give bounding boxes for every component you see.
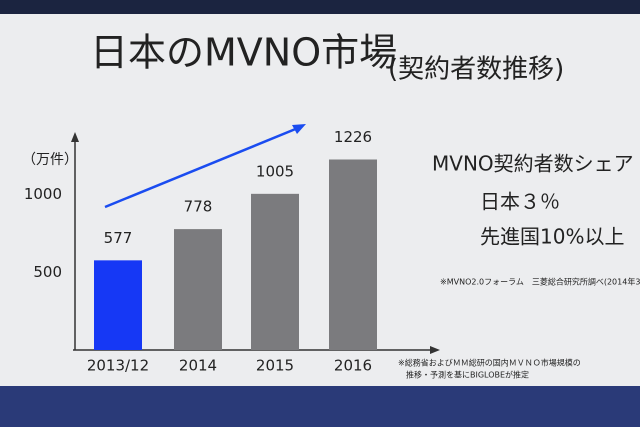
bar xyxy=(251,193,299,350)
value-label: 778 xyxy=(184,198,213,216)
value-label: 577 xyxy=(104,229,133,247)
footnote: ※総務省およびＭＭ総研の国内ＭＶＮＯ市場規模の xyxy=(398,358,581,368)
chart-subtitle: (契約者数推移) xyxy=(388,55,564,85)
x-tick-label: 2016 xyxy=(334,357,372,375)
x-tick-label: 2014 xyxy=(179,357,217,375)
y-tick-label: 500 xyxy=(33,263,62,281)
y-axis-arrow xyxy=(71,132,79,142)
chart-title: 日本のMVNO市場 xyxy=(90,31,397,75)
source-note: ※MVNO2.0フォーラム 三菱総合研究所調べ(2014年3月) xyxy=(440,277,640,287)
annotation: 日本３％ xyxy=(480,190,560,214)
x-axis-arrow xyxy=(430,346,440,354)
x-tick-label: 2013/12 xyxy=(87,357,149,375)
y-tick-label: 1000 xyxy=(24,185,62,203)
footnote: 推移・予測を基にBIGLOBEが推定 xyxy=(406,370,529,380)
value-label: 1005 xyxy=(256,162,294,180)
x-tick-label: 2015 xyxy=(256,357,294,375)
value-label: 1226 xyxy=(334,128,372,146)
annotation: 先進国10%以上 xyxy=(480,225,624,249)
trend-arrow-head xyxy=(292,124,306,134)
bar xyxy=(94,260,142,350)
bar xyxy=(329,159,377,350)
y-axis-label: （万件） xyxy=(22,152,78,168)
stage-banner xyxy=(0,386,640,427)
trend-arrow xyxy=(104,126,299,209)
annotation: MVNO契約者数シェア xyxy=(432,152,634,176)
bar xyxy=(174,229,222,350)
